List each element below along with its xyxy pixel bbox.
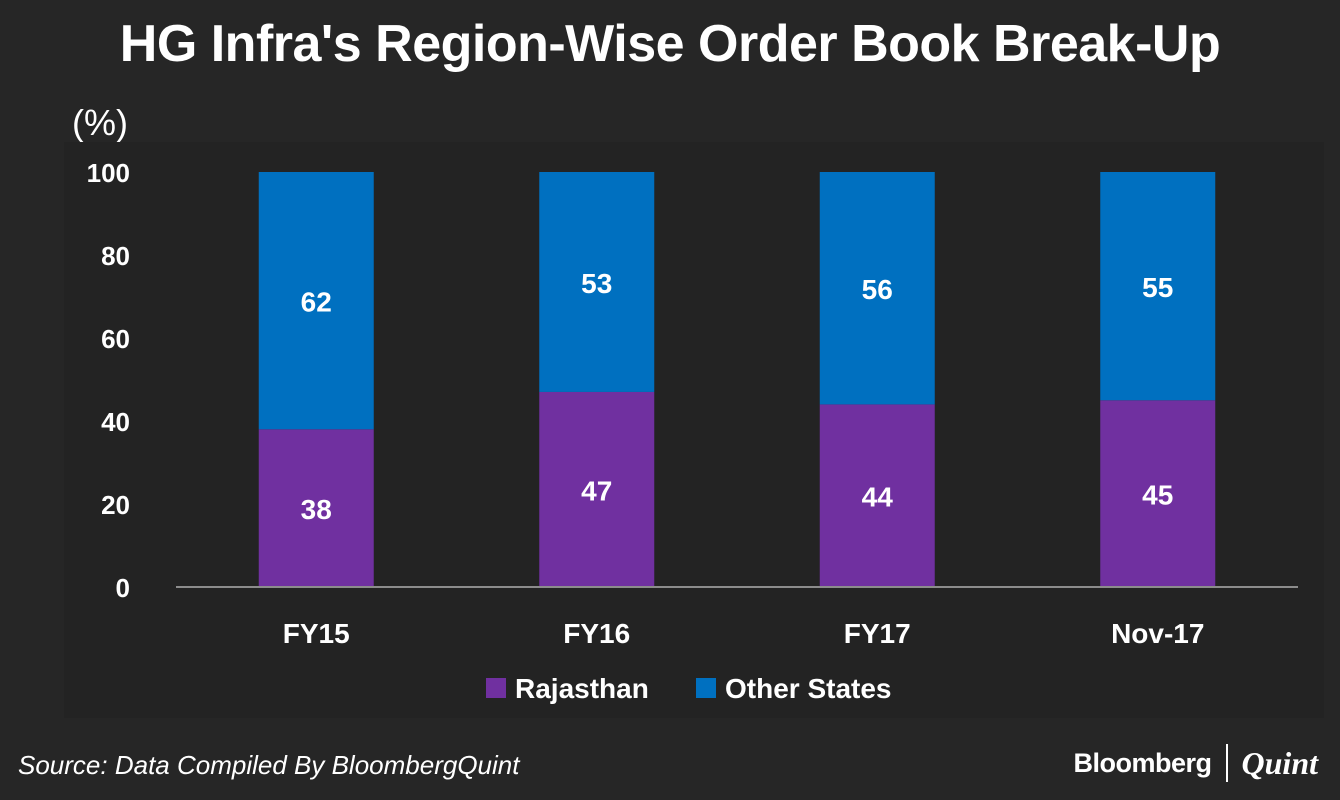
x-tick-label: FY15 [283,618,350,649]
x-tick-label: FY17 [844,618,911,649]
y-tick-label: 80 [101,241,130,271]
legend-label: Rajasthan [515,673,649,704]
data-label: 55 [1142,272,1173,303]
bar-other-states [258,172,374,430]
legend-swatch [696,678,716,698]
data-label: 47 [581,475,612,506]
bar-other-states [539,172,655,392]
bar-other-states [819,172,935,405]
y-tick-label: 0 [116,573,130,603]
data-label: 45 [1142,480,1173,511]
brand-quint: Quint [1241,744,1318,781]
y-axis-unit-label: (%) [72,102,128,143]
data-label: 38 [301,494,332,525]
bar-rajasthan [819,404,935,587]
bar-rajasthan [1100,400,1216,587]
legend-label: Other States [725,673,892,704]
source-note: Source: Data Compiled By BloombergQuint [18,750,520,780]
y-tick-label: 100 [87,158,130,188]
x-tick-label: FY16 [563,618,630,649]
brand-logo: Bloomberg Quint [1073,744,1318,782]
bar-rajasthan [258,429,374,587]
data-label: 62 [301,287,332,318]
y-tick-label: 60 [101,324,130,354]
data-label: 53 [581,268,612,299]
brand-separator [1225,744,1228,782]
data-label: 56 [862,274,893,305]
brand-bloomberg: Bloomberg [1073,747,1213,778]
y-tick-label: 40 [101,407,130,437]
bar-other-states [1100,172,1216,401]
y-tick-label: 20 [101,490,130,520]
bar-rajasthan [539,391,655,587]
data-label: 44 [862,482,894,513]
x-tick-label: Nov-17 [1111,618,1204,649]
chart-title: HG Infra's Region-Wise Order Book Break-… [119,15,1221,73]
legend-swatch [486,678,506,698]
